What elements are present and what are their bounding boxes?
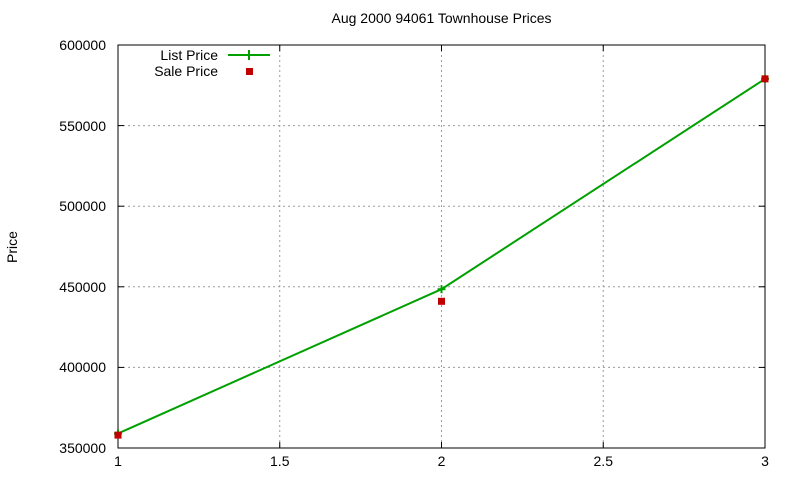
legend-square-icon: [245, 67, 253, 75]
x-tick-label: 1: [114, 453, 122, 469]
x-tick-label: 2: [437, 453, 446, 469]
y-tick-label: 350000: [59, 440, 106, 456]
legend-row-list-price: List Price: [120, 47, 273, 63]
legend: List Price Sale Price: [120, 47, 273, 79]
chart-title: Aug 2000 94061 Townhouse Prices: [331, 10, 552, 26]
legend-label-sale-price: Sale Price: [154, 63, 218, 79]
y-tick-label: 450000: [59, 278, 106, 295]
legend-label-list-price: List Price: [160, 47, 218, 63]
y-tick-label: 500000: [59, 198, 106, 215]
sale-price-square-marker: [114, 431, 122, 439]
x-tick-label: 3: [761, 453, 769, 469]
y-tick-label: 400000: [59, 359, 106, 376]
sale-price-square-marker: [438, 297, 445, 305]
y-tick-label: 550000: [59, 117, 106, 134]
x-tick-label: 1.5: [270, 453, 290, 469]
legend-row-sale-price: Sale Price: [120, 63, 273, 79]
sale-price-square-marker: [761, 75, 769, 83]
legend-point-sample-wrap: [225, 63, 273, 79]
y-tick-label: 600000: [59, 37, 106, 53]
legend-line-plus-icon: [228, 50, 270, 60]
legend-line-sample: [225, 47, 273, 63]
x-tick-label: 2.5: [593, 453, 613, 469]
